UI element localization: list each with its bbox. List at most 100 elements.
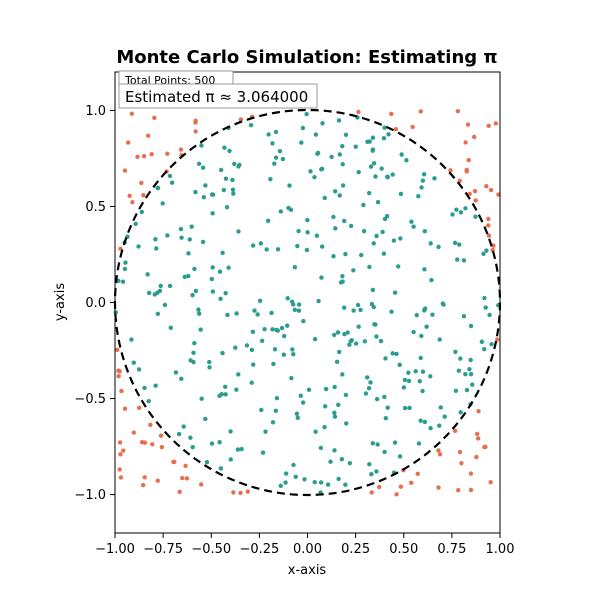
point-inside <box>406 378 412 384</box>
point-inside <box>385 405 390 410</box>
estimate-text: Estimated π ≈ 3.064000 <box>125 88 308 106</box>
point-inside <box>342 218 347 224</box>
point-inside <box>382 394 387 400</box>
point-inside <box>218 167 224 173</box>
point-inside <box>120 279 126 284</box>
point-outside <box>493 121 498 126</box>
point-inside <box>306 387 312 393</box>
point-inside <box>217 440 222 445</box>
point-inside <box>210 265 215 270</box>
point-inside <box>296 308 302 313</box>
point-inside <box>402 405 408 411</box>
point-inside <box>468 323 474 329</box>
point-outside <box>142 440 148 445</box>
point-inside <box>157 288 163 294</box>
point-inside <box>401 385 407 390</box>
x-tick-label: 0.50 <box>389 542 418 557</box>
point-inside <box>221 187 227 193</box>
point-inside <box>187 237 192 242</box>
point-inside <box>340 279 345 284</box>
point-inside <box>236 164 241 169</box>
y-tick-label: 1.0 <box>85 104 106 119</box>
point-inside <box>457 242 462 247</box>
point-inside <box>482 346 487 352</box>
point-inside <box>264 247 269 252</box>
point-inside <box>438 405 443 410</box>
point-inside <box>231 191 236 196</box>
point-inside <box>379 166 384 171</box>
point-outside <box>471 134 477 140</box>
point-inside <box>371 241 376 246</box>
point-inside <box>370 287 376 293</box>
point-outside <box>139 180 144 186</box>
point-inside <box>372 322 377 327</box>
point-inside <box>366 190 372 196</box>
point-inside <box>416 441 422 446</box>
point-inside <box>343 251 348 257</box>
point-outside <box>155 478 160 483</box>
point-outside <box>142 475 147 480</box>
point-inside <box>322 195 328 201</box>
point-inside <box>487 312 492 318</box>
point-outside <box>141 153 147 159</box>
point-inside <box>250 329 256 334</box>
point-inside <box>353 144 358 149</box>
point-inside <box>295 243 300 249</box>
point-inside <box>223 290 228 296</box>
point-inside <box>190 445 195 450</box>
point-inside <box>386 132 391 137</box>
point-inside <box>260 450 266 455</box>
point-inside <box>167 173 173 179</box>
point-inside <box>281 352 287 357</box>
point-inside <box>414 312 419 318</box>
point-inside <box>191 350 196 356</box>
point-inside <box>318 480 324 485</box>
point-inside <box>404 158 409 163</box>
point-inside <box>418 355 423 361</box>
point-inside <box>402 377 408 383</box>
point-inside <box>411 329 416 335</box>
point-inside <box>255 312 260 317</box>
point-outside <box>455 109 461 114</box>
point-inside <box>304 247 310 253</box>
point-inside <box>220 350 225 356</box>
point-inside <box>353 341 359 346</box>
point-inside <box>296 302 302 307</box>
point-inside <box>301 318 306 324</box>
point-inside <box>278 209 284 214</box>
point-inside <box>313 132 319 137</box>
point-inside <box>406 370 411 375</box>
point-inside <box>416 193 421 199</box>
point-outside <box>177 489 182 495</box>
point-inside <box>428 241 433 246</box>
point-inside <box>340 273 345 279</box>
point-inside <box>343 482 348 487</box>
point-inside <box>381 251 387 256</box>
point-inside <box>489 341 494 347</box>
x-tick-label: −1.00 <box>95 542 135 557</box>
point-inside <box>204 460 210 465</box>
point-inside <box>179 376 184 382</box>
point-inside <box>181 424 186 429</box>
point-outside <box>437 452 443 457</box>
point-inside <box>153 383 158 388</box>
point-inside <box>252 308 257 313</box>
point-outside <box>369 490 374 495</box>
point-outside <box>415 471 420 477</box>
point-inside <box>458 356 463 361</box>
point-inside <box>318 445 324 451</box>
point-inside <box>399 152 404 157</box>
point-inside <box>417 378 422 384</box>
point-inside <box>458 210 464 215</box>
point-outside <box>178 147 184 152</box>
point-inside <box>283 480 288 485</box>
point-inside <box>336 476 341 482</box>
point-inside <box>463 372 468 377</box>
point-inside <box>367 139 372 144</box>
point-inside <box>341 305 347 310</box>
point-inside <box>340 183 346 188</box>
point-outside <box>148 422 153 428</box>
point-inside <box>234 387 239 392</box>
point-inside <box>333 226 338 231</box>
point-inside <box>347 460 353 466</box>
